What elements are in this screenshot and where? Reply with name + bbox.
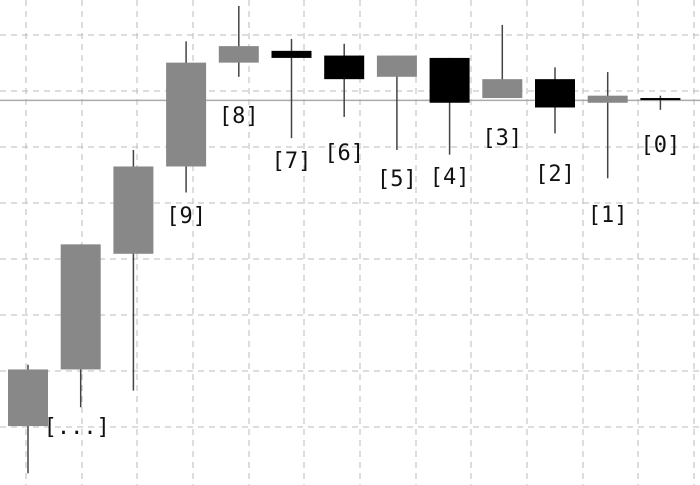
- bar-labels: [...] [9] [8] [7] [6] [5] [4] [3] [2] [1] [0]: [44, 104, 681, 440]
- bar-label: [8]: [219, 104, 259, 129]
- candle-body: [324, 55, 365, 80]
- candle-body: [587, 95, 628, 103]
- candle-body: [8, 369, 48, 427]
- bar-label: [3]: [482, 126, 522, 151]
- bar-label: [1]: [588, 203, 628, 228]
- bar-label: [9]: [166, 204, 206, 229]
- bar-label: [2]: [535, 162, 575, 187]
- candle-body: [60, 244, 101, 370]
- candle-body: [113, 166, 154, 254]
- candles: [8, 6, 681, 474]
- candle-body: [535, 79, 575, 108]
- bar-label: [0]: [641, 133, 681, 158]
- candle-body: [640, 98, 681, 101]
- candle-body: [376, 55, 417, 77]
- bar-label: [5]: [377, 167, 417, 192]
- bar-label: [6]: [324, 141, 364, 166]
- bar-label: [...]: [44, 415, 110, 440]
- candle-body: [271, 50, 312, 58]
- candle-body: [482, 79, 523, 99]
- bar-label: [4]: [430, 165, 470, 190]
- candle-body: [166, 62, 207, 167]
- bar-label: [7]: [272, 149, 312, 174]
- candle-body: [429, 57, 470, 103]
- candle-body: [218, 46, 259, 63]
